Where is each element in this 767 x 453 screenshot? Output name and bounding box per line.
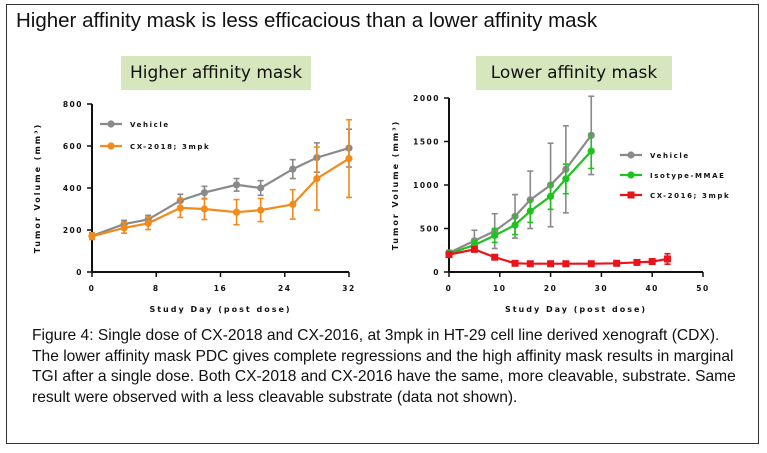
- chart2-point: [562, 260, 570, 268]
- chart2-xtick-label: 50: [696, 284, 709, 293]
- chart2-point: [613, 259, 621, 267]
- chart2-point: [511, 221, 519, 229]
- chart1-xtick-label: 32: [342, 284, 355, 293]
- chart1-ytick-label: 0: [76, 268, 83, 277]
- chart2-point: [648, 258, 656, 266]
- chart2-point: [511, 259, 519, 267]
- chart1-point: [176, 204, 184, 212]
- chart1-point: [232, 208, 241, 216]
- chart2-legend-marker: [627, 191, 635, 199]
- chart2-ytick-label: 0: [433, 268, 440, 277]
- chart2-point: [587, 260, 595, 268]
- chart2-point: [491, 253, 499, 261]
- chart1-point: [257, 206, 265, 214]
- chart1-series-1: [88, 120, 353, 240]
- chart2-ytick-label: 500: [420, 225, 440, 234]
- chart1-y-axis-label: Tumor Volume (mm³): [33, 123, 42, 254]
- chart2-ytick-label: 2000: [413, 94, 440, 103]
- chart2-x-axis-label: Study Day (post dose): [505, 305, 647, 314]
- chart1-point: [257, 184, 265, 192]
- chart2-xtick-label: 20: [544, 284, 557, 293]
- chart1-x-axis-label: Study Day (post dose): [149, 305, 291, 314]
- chart1-point: [345, 155, 353, 163]
- chart2-series-line: [448, 150, 593, 255]
- chart2-point: [633, 258, 641, 266]
- chart2-xtick-label: 40: [645, 284, 658, 293]
- chart1-ytick-label: 200: [63, 226, 83, 235]
- chart1-xtick-label: 0: [89, 284, 96, 293]
- chart1-point: [200, 205, 209, 213]
- chart2-point: [470, 245, 478, 253]
- chart2-ytick-label: 1500: [413, 138, 440, 147]
- figure-caption: Figure 4: Single dose of CX-2018 and CX-…: [32, 327, 736, 406]
- chart2-legend-marker: [627, 171, 635, 179]
- chart2-series-line: [448, 134, 593, 254]
- chart2-point: [663, 255, 671, 263]
- chart2-legend-label: Vehicle: [650, 152, 690, 160]
- panel-title-right: Lower affinity mask: [476, 56, 672, 90]
- chart1-xtick-label: 16: [214, 284, 227, 293]
- chart2-point: [547, 260, 555, 268]
- chart1-ytick-label: 800: [63, 100, 83, 109]
- chart1-legend-label: Vehicle: [130, 121, 170, 129]
- chart1-legend-marker: [107, 142, 115, 150]
- chart1-legend-label: CX-2018; 3mpk: [130, 143, 210, 151]
- chart1-point: [144, 219, 152, 227]
- chart2-point: [491, 231, 499, 240]
- chart1-point: [289, 200, 297, 208]
- chart1-point: [313, 174, 321, 183]
- chart2-point: [562, 175, 570, 183]
- chart2-point: [587, 147, 595, 155]
- chart1-legend-marker: [107, 120, 115, 128]
- chart2-plot: [444, 97, 704, 277]
- chart1-point: [200, 189, 209, 197]
- chart2-y-axis-label: Tumor Volume (mm³): [391, 120, 400, 251]
- chart2-point: [526, 207, 534, 215]
- chart2-point: [445, 251, 453, 259]
- chart1-point: [289, 165, 297, 173]
- chart1-point: [232, 181, 241, 189]
- chart2-ytick-label: 1000: [413, 181, 440, 190]
- headline: Higher affinity mask is less efficacious…: [16, 9, 598, 32]
- chart2-point: [526, 260, 534, 268]
- chart1-point: [120, 224, 128, 232]
- chart1-series-line: [91, 147, 350, 237]
- chart2-xtick-label: 0: [446, 284, 453, 293]
- chart2-legend-label: Isotype-MMAE: [650, 172, 725, 180]
- chart1-series-2: [88, 118, 353, 241]
- chart1-xtick-label: 8: [153, 284, 160, 293]
- chart1-point: [88, 232, 96, 240]
- chart1-ytick-label: 600: [63, 142, 83, 151]
- chart2-series-3: [445, 191, 671, 268]
- chart2-xtick-label: 10: [493, 284, 506, 293]
- chart1-ytick-label: 400: [63, 184, 83, 193]
- panel-title-left: Higher affinity mask: [121, 56, 311, 90]
- chart2-legend-label: CX-2016; 3mpk: [650, 192, 730, 200]
- chart1-plot: [87, 103, 350, 277]
- chart2-point: [547, 192, 555, 200]
- chart1-xtick-label: 24: [278, 284, 291, 293]
- chart2-legend-marker: [627, 151, 635, 159]
- chart1-series-line: [91, 157, 350, 238]
- chart2-xtick-label: 30: [595, 284, 608, 293]
- chart2-series-1: [445, 95, 642, 257]
